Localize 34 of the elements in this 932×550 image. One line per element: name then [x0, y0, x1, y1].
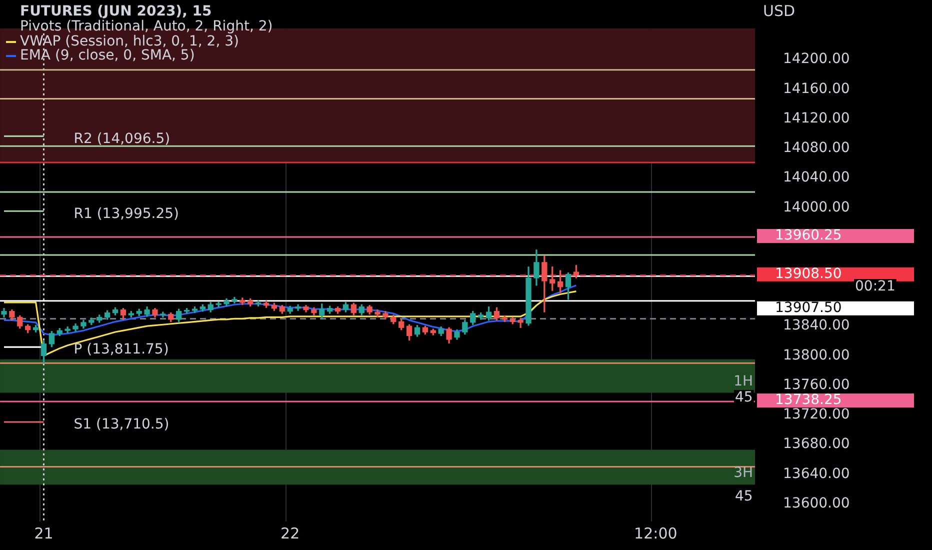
- annotation: R2 (14,096.5): [74, 130, 170, 147]
- chart-title: FUTURES (JUN 2023), 15: [20, 4, 212, 20]
- y-tick-label: 14080.00: [783, 140, 850, 156]
- annotation: 45: [735, 390, 753, 406]
- y-tick-label: 13640.00: [783, 466, 850, 482]
- ref-line-label: 13738.25: [775, 392, 842, 408]
- annotation: S1 (13,710.5): [74, 416, 170, 433]
- ref-line-label: 13908.50: [775, 266, 842, 282]
- y-tick-label: 13840.00: [783, 318, 850, 334]
- y-tick-label: 14160.00: [783, 80, 850, 97]
- y-tick-label: 13720.00: [783, 406, 850, 423]
- annotation: 45: [735, 488, 753, 505]
- ref-line-label: 13960.25: [775, 228, 842, 244]
- x-tick-label: 22: [280, 524, 300, 542]
- y-tick-label: 13760.00: [783, 376, 850, 393]
- y-tick-label: 13800.00: [783, 347, 850, 364]
- y-tick-label: 13600.00: [783, 495, 850, 512]
- text: 00:21: [855, 278, 896, 295]
- y-tick-label: 14040.00: [783, 170, 850, 186]
- chart-subtitle: Pivots (Traditional, Auto, 2, Right, 2): [20, 18, 273, 35]
- y-tick-label: 14120.00: [783, 110, 850, 126]
- legend-label: VWAP (Session, hlc3, 0, 1, 2, 3): [20, 34, 239, 50]
- y-tick-label: 13680.00: [783, 436, 850, 452]
- y-tick-label: 14200.00: [783, 51, 850, 68]
- annotation: P (13,811.75): [74, 342, 169, 358]
- legend-label: EMA (9, close, 0, SMA, 5): [20, 48, 195, 64]
- ref-line-label: 13907.50: [775, 300, 842, 316]
- y-tick-label: 14000.00: [783, 199, 850, 216]
- x-tick-label: 12:00: [634, 524, 678, 542]
- band-label: 1H: [734, 374, 753, 390]
- x-tick-label: 21: [34, 524, 54, 542]
- y-axis-title: USD: [763, 2, 796, 20]
- annotation: R1 (13,995.25): [74, 206, 179, 222]
- band-label: 3H: [734, 464, 753, 481]
